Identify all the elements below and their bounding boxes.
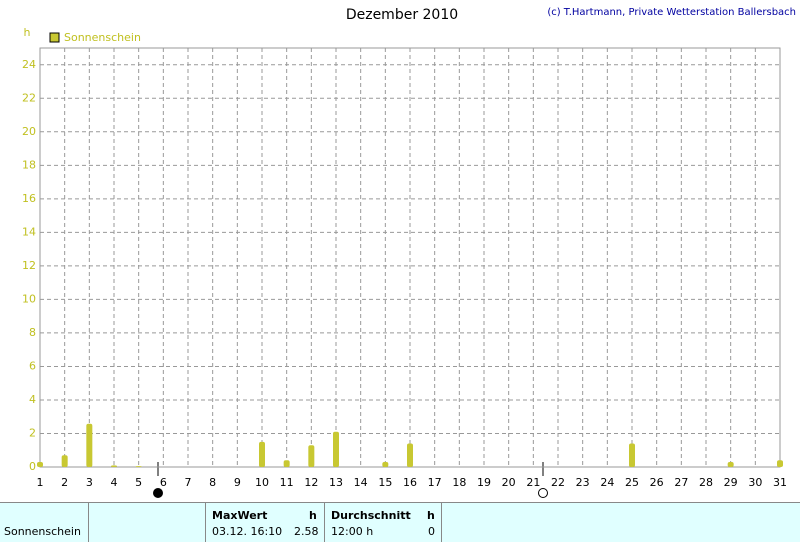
x-tick-label: 11 — [280, 476, 294, 489]
y-tick-label: 6 — [29, 359, 36, 372]
x-tick-label: 2 — [61, 476, 68, 489]
separator — [88, 503, 89, 542]
x-tick-label: 9 — [234, 476, 241, 489]
y-tick-label: 8 — [29, 326, 36, 339]
x-tick-label: 30 — [748, 476, 762, 489]
bar — [777, 460, 783, 467]
x-tick-label: 19 — [477, 476, 491, 489]
cell: 2.58 — [294, 525, 319, 538]
bar — [333, 431, 339, 467]
bar — [86, 423, 93, 467]
y-axis-label: h — [24, 26, 31, 39]
bar — [135, 466, 142, 467]
x-tick-label: 31 — [773, 476, 787, 489]
row-label: Sonnenschein — [4, 525, 81, 538]
plot-frame — [39, 47, 781, 468]
x-tick-label: 5 — [135, 476, 142, 489]
x-tick-label: 26 — [650, 476, 664, 489]
y-tick-label: 10 — [22, 292, 36, 305]
bar — [283, 460, 290, 467]
x-tick-label: 25 — [625, 476, 639, 489]
y-tick-label: 0 — [29, 460, 36, 473]
new-moon-icon — [538, 488, 548, 498]
x-tick-label: 24 — [600, 476, 614, 489]
x-tick-label: 20 — [502, 476, 516, 489]
x-tick-label: 13 — [329, 476, 343, 489]
header: MaxWert — [212, 509, 268, 522]
x-tick-label: 23 — [576, 476, 590, 489]
x-tick-label: 29 — [724, 476, 738, 489]
x-tick-label: 22 — [551, 476, 565, 489]
x-tick-label: 3 — [86, 476, 93, 489]
x-tick-label: 7 — [185, 476, 192, 489]
x-tick-label: 27 — [674, 476, 688, 489]
y-tick-label: 22 — [22, 91, 36, 104]
separator — [205, 503, 206, 542]
header: h — [427, 509, 435, 522]
legend-label: Sonnenschein — [64, 31, 141, 44]
y-tick-label: 4 — [29, 393, 36, 406]
separator — [324, 503, 325, 542]
x-tick-label: 12 — [304, 476, 318, 489]
y-tick-label: 16 — [22, 192, 36, 205]
chart: Dezember 2010 (c) T.Hartmann, Private We… — [22, 7, 796, 498]
y-tick-label: 24 — [22, 58, 36, 71]
x-tick-label: 28 — [699, 476, 713, 489]
x-tick-label: 8 — [209, 476, 216, 489]
x-tick-label: 15 — [378, 476, 392, 489]
bar — [111, 465, 117, 467]
x-tick-label: 16 — [403, 476, 417, 489]
separator — [441, 503, 442, 542]
x-tick-label: 14 — [354, 476, 368, 489]
chart-title: Dezember 2010 — [346, 7, 458, 23]
x-tick-label: 18 — [452, 476, 466, 489]
bar — [259, 441, 265, 467]
bar — [382, 461, 389, 467]
bar — [407, 443, 413, 467]
bar — [727, 461, 734, 467]
y-tick-label: 20 — [22, 125, 36, 138]
header: Durchschnitt — [331, 509, 411, 522]
x-tick-label: 10 — [255, 476, 269, 489]
x-tick-label: 17 — [428, 476, 442, 489]
bar — [37, 461, 43, 467]
x-tick-label: 1 — [37, 476, 44, 489]
cell: 03.12. 16:10 — [212, 525, 283, 538]
y-tick-label: 2 — [29, 426, 36, 439]
cell: 0 — [428, 525, 435, 538]
x-tick-label: 21 — [526, 476, 540, 489]
bar — [61, 455, 68, 467]
bar — [308, 445, 315, 467]
y-tick-label: 14 — [22, 225, 36, 238]
bar — [629, 443, 635, 467]
x-tick-label: 6 — [160, 476, 167, 489]
y-tick-label: 12 — [22, 259, 36, 272]
legend-swatch — [49, 32, 60, 43]
header: h — [309, 509, 317, 522]
x-tick-label: 4 — [111, 476, 118, 489]
full-moon-icon — [153, 488, 163, 498]
credit: (c) T.Hartmann, Private Wetterstation Ba… — [547, 7, 796, 18]
cell: 12:00 h — [331, 525, 374, 538]
y-tick-label: 18 — [22, 158, 36, 171]
summary-table: Sonnenschein MaxWert h 03.12. 16:10 2.58… — [0, 502, 800, 542]
